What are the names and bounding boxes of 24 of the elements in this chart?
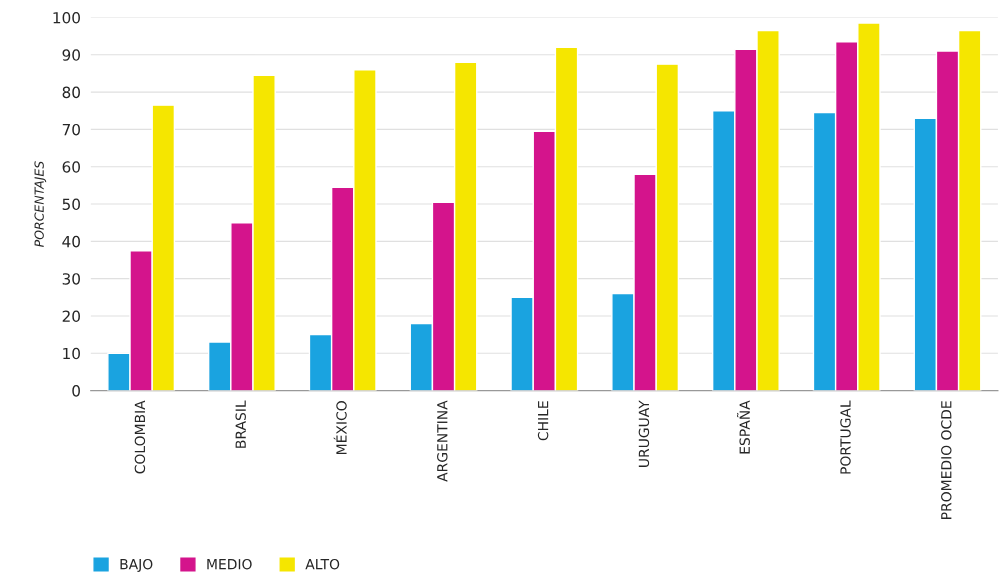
- x-tick-label: URUGUAY: [638, 400, 650, 467]
- y-tick-label: 60: [62, 161, 80, 173]
- x-tick-label: PORTUGAL: [840, 400, 851, 474]
- y-tick-label: 0: [72, 385, 80, 397]
- y-tick-label: 80: [62, 86, 80, 99]
- x-tick-label: PROMEDIO OCDE: [941, 401, 952, 519]
- y-tick-label: 30: [62, 273, 80, 285]
- y-tick-label: 100: [53, 11, 80, 24]
- y-tick-label: 20: [62, 310, 80, 323]
- x-tick-label: ARGENTINA: [437, 400, 448, 482]
- y-tick-label: 90: [62, 49, 80, 61]
- y-tick-label: 10: [63, 347, 80, 360]
- x-tick-label: COLOMBIA: [134, 400, 146, 474]
- legend-label: ALTO: [305, 558, 340, 570]
- x-tick-label: BRASIL: [235, 400, 246, 448]
- y-tick-label: 50: [62, 198, 80, 211]
- y-tick-label: 40: [62, 235, 80, 248]
- x-tick-label: MÉXICO: [333, 401, 347, 454]
- legend-label: BAJO: [120, 558, 153, 573]
- y-tick-label: 70: [62, 123, 80, 136]
- y-axis-title: PORCENTAJES: [34, 161, 47, 248]
- x-tick-label: CHILE: [537, 401, 549, 441]
- x-tick-label: ESPAÑA: [736, 400, 750, 454]
- legend-label: MEDIO: [207, 558, 252, 570]
